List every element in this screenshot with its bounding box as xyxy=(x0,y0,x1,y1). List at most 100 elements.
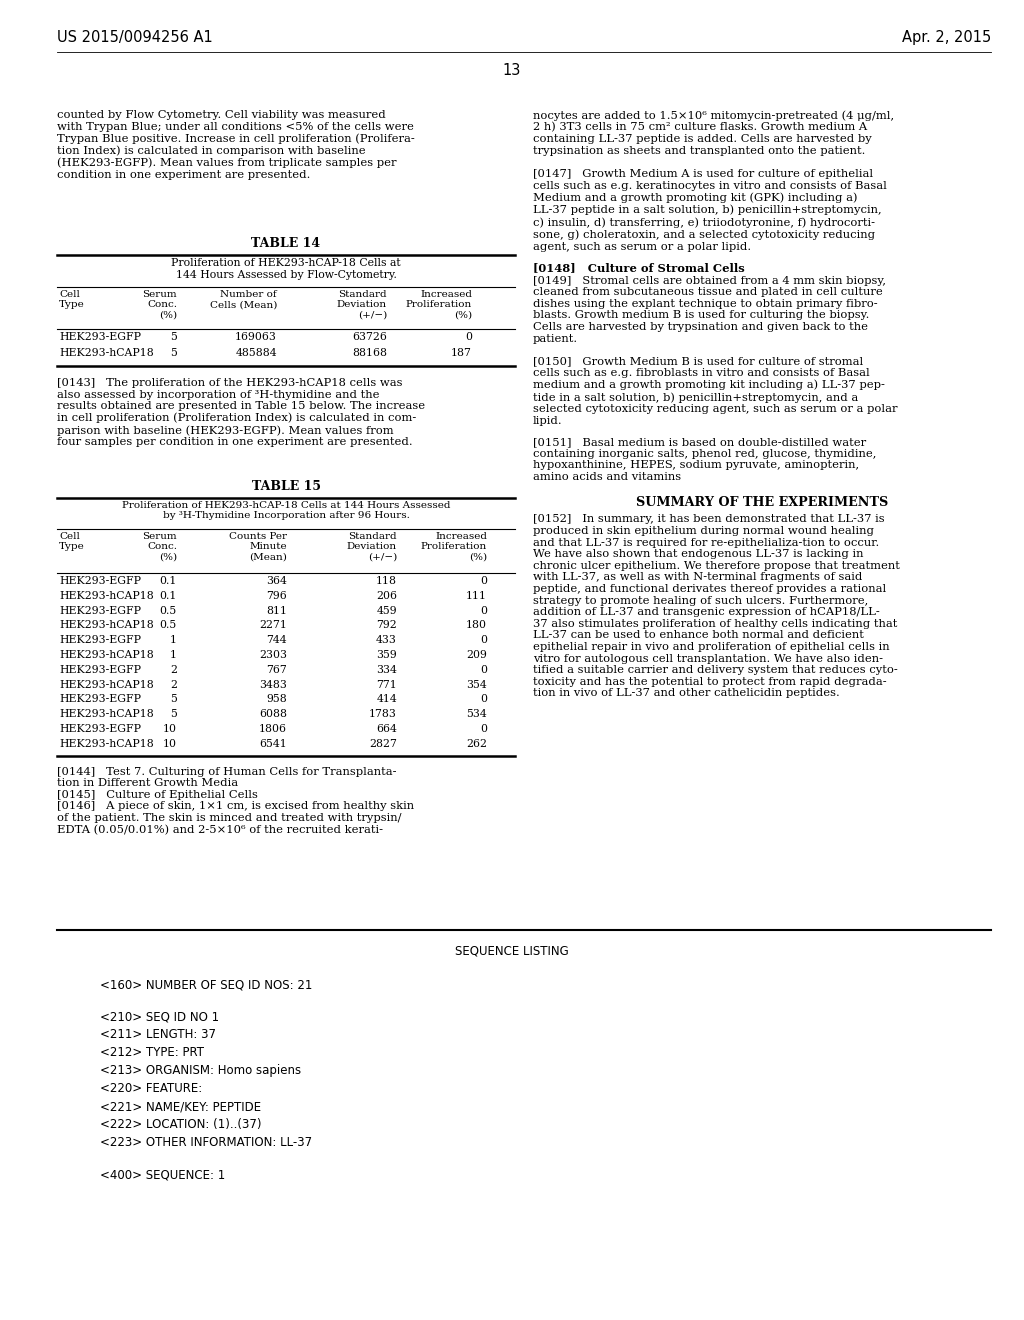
Text: HEK293-EGFP: HEK293-EGFP xyxy=(59,606,141,615)
Text: 792: 792 xyxy=(376,620,397,631)
Text: <211> LENGTH: 37: <211> LENGTH: 37 xyxy=(100,1028,216,1041)
Text: Cell
Type: Cell Type xyxy=(59,290,85,309)
Text: Serum
Conc.
(%): Serum Conc. (%) xyxy=(142,290,177,319)
Text: 0: 0 xyxy=(480,694,487,705)
Text: <223> OTHER INFORMATION: LL-37: <223> OTHER INFORMATION: LL-37 xyxy=(100,1137,312,1148)
Text: 0: 0 xyxy=(480,635,487,645)
Text: counted by Flow Cytometry. Cell viability was measured
with Trypan Blue; under a: counted by Flow Cytometry. Cell viabilit… xyxy=(57,110,415,180)
Text: 796: 796 xyxy=(266,591,287,601)
Text: 1: 1 xyxy=(170,649,177,660)
Text: 744: 744 xyxy=(266,635,287,645)
Text: 6088: 6088 xyxy=(259,709,287,719)
Text: 13: 13 xyxy=(503,63,521,78)
Text: Apr. 2, 2015: Apr. 2, 2015 xyxy=(902,30,991,45)
Text: HEK293-hCAP18: HEK293-hCAP18 xyxy=(59,680,154,689)
Text: 209: 209 xyxy=(466,649,487,660)
Text: HEK293-hCAP18: HEK293-hCAP18 xyxy=(59,709,154,719)
Text: [0147]   Growth Medium A is used for culture of epithelial
cells such as e.g. ke: [0147] Growth Medium A is used for cultu… xyxy=(534,169,887,252)
Text: TABLE 15: TABLE 15 xyxy=(252,480,321,492)
Text: 359: 359 xyxy=(376,649,397,660)
Text: 414: 414 xyxy=(376,694,397,705)
Text: 767: 767 xyxy=(266,665,287,675)
Text: 2271: 2271 xyxy=(259,620,287,631)
Text: HEK293-hCAP18: HEK293-hCAP18 xyxy=(59,348,154,358)
Text: Cell
Type: Cell Type xyxy=(59,532,85,552)
Text: 811: 811 xyxy=(266,606,287,615)
Text: 0: 0 xyxy=(480,723,487,734)
Text: 2827: 2827 xyxy=(369,739,397,748)
Text: 958: 958 xyxy=(266,694,287,705)
Text: 1806: 1806 xyxy=(259,723,287,734)
Text: 0: 0 xyxy=(480,665,487,675)
Text: 206: 206 xyxy=(376,591,397,601)
Text: [0143]   The proliferation of the HEK293-hCAP18 cells was
also assessed by incor: [0143] The proliferation of the HEK293-h… xyxy=(57,378,425,447)
Text: 433: 433 xyxy=(376,635,397,645)
Text: 0.1: 0.1 xyxy=(160,591,177,601)
Text: 1783: 1783 xyxy=(369,709,397,719)
Text: HEK293-hCAP18: HEK293-hCAP18 xyxy=(59,620,154,631)
Text: 0: 0 xyxy=(480,576,487,586)
Text: [0152]   In summary, it has been demonstrated that LL-37 is
produced in skin epi: [0152] In summary, it has been demonstra… xyxy=(534,515,900,698)
Text: 10: 10 xyxy=(163,739,177,748)
Text: <210> SEQ ID NO 1: <210> SEQ ID NO 1 xyxy=(100,1010,219,1023)
Text: [0151]   Basal medium is based on double-distilled water
containing inorganic sa: [0151] Basal medium is based on double-d… xyxy=(534,437,877,482)
Text: <221> NAME/KEY: PEPTIDE: <221> NAME/KEY: PEPTIDE xyxy=(100,1100,261,1113)
Text: 5: 5 xyxy=(170,333,177,342)
Text: 354: 354 xyxy=(466,680,487,689)
Text: 118: 118 xyxy=(376,576,397,586)
Text: SUMMARY OF THE EXPERIMENTS: SUMMARY OF THE EXPERIMENTS xyxy=(636,496,888,510)
Text: 180: 180 xyxy=(466,620,487,631)
Text: HEK293-hCAP18: HEK293-hCAP18 xyxy=(59,739,154,748)
Text: 0: 0 xyxy=(480,606,487,615)
Text: 0: 0 xyxy=(465,333,472,342)
Text: 0.5: 0.5 xyxy=(160,620,177,631)
Text: 771: 771 xyxy=(376,680,397,689)
Text: Standard
Deviation
(+/−): Standard Deviation (+/−) xyxy=(347,532,397,562)
Text: 111: 111 xyxy=(466,591,487,601)
Text: HEK293-EGFP: HEK293-EGFP xyxy=(59,333,141,342)
Text: 664: 664 xyxy=(376,723,397,734)
Text: <222> LOCATION: (1)..(37): <222> LOCATION: (1)..(37) xyxy=(100,1118,261,1131)
Text: 2303: 2303 xyxy=(259,649,287,660)
Text: Proliferation of HEK293-hCAP-18 Cells at
144 Hours Assessed by Flow-Cytometry.: Proliferation of HEK293-hCAP-18 Cells at… xyxy=(171,257,400,280)
Text: Number of
Cells (Mean): Number of Cells (Mean) xyxy=(210,290,278,309)
Text: HEK293-EGFP: HEK293-EGFP xyxy=(59,576,141,586)
Text: Standard
Deviation
(+/−): Standard Deviation (+/−) xyxy=(337,290,387,319)
Text: 88168: 88168 xyxy=(352,348,387,358)
Text: nocytes are added to 1.5×10⁶ mitomycin-pretreated (4 μg/ml,
2 h) 3T3 cells in 75: nocytes are added to 1.5×10⁶ mitomycin-p… xyxy=(534,110,894,156)
Text: 2: 2 xyxy=(170,680,177,689)
Text: <400> SEQUENCE: 1: <400> SEQUENCE: 1 xyxy=(100,1168,225,1181)
Text: US 2015/0094256 A1: US 2015/0094256 A1 xyxy=(57,30,213,45)
Text: 3483: 3483 xyxy=(259,680,287,689)
Text: <213> ORGANISM: Homo sapiens: <213> ORGANISM: Homo sapiens xyxy=(100,1064,301,1077)
Text: HEK293-hCAP18: HEK293-hCAP18 xyxy=(59,649,154,660)
Text: HEK293-hCAP18: HEK293-hCAP18 xyxy=(59,591,154,601)
Text: 5: 5 xyxy=(170,694,177,705)
Text: [0150]   Growth Medium B is used for culture of stromal
cells such as e.g. fibro: [0150] Growth Medium B is used for cultu… xyxy=(534,356,897,426)
Text: 334: 334 xyxy=(376,665,397,675)
Text: 459: 459 xyxy=(377,606,397,615)
Text: 1: 1 xyxy=(170,635,177,645)
Text: <212> TYPE: PRT: <212> TYPE: PRT xyxy=(100,1045,204,1059)
Text: 5: 5 xyxy=(170,348,177,358)
Text: 187: 187 xyxy=(452,348,472,358)
Text: Increased
Proliferation
(%): Increased Proliferation (%) xyxy=(406,290,472,319)
Text: TABLE 14: TABLE 14 xyxy=(252,238,321,249)
Text: 2: 2 xyxy=(170,665,177,675)
Text: 0.1: 0.1 xyxy=(160,576,177,586)
Text: 262: 262 xyxy=(466,739,487,748)
Text: Serum
Conc.
(%): Serum Conc. (%) xyxy=(142,532,177,562)
Text: HEK293-EGFP: HEK293-EGFP xyxy=(59,694,141,705)
Text: [0148]   Culture of Stromal Cells: [0148] Culture of Stromal Cells xyxy=(534,261,744,273)
Text: <160> NUMBER OF SEQ ID NOS: 21: <160> NUMBER OF SEQ ID NOS: 21 xyxy=(100,978,312,991)
Text: 485884: 485884 xyxy=(236,348,278,358)
Text: 364: 364 xyxy=(266,576,287,586)
Text: Proliferation of HEK293-hCAP-18 Cells at 144 Hours Assessed
by ³H-Thymidine Inco: Proliferation of HEK293-hCAP-18 Cells at… xyxy=(122,502,451,520)
Text: 534: 534 xyxy=(466,709,487,719)
Text: Increased
Proliferation
(%): Increased Proliferation (%) xyxy=(421,532,487,562)
Text: [0149]   Stromal cells are obtained from a 4 mm skin biopsy,
cleaned from subcut: [0149] Stromal cells are obtained from a… xyxy=(534,276,886,343)
Text: HEK293-EGFP: HEK293-EGFP xyxy=(59,723,141,734)
Text: <220> FEATURE:: <220> FEATURE: xyxy=(100,1082,203,1096)
Text: SEQUENCE LISTING: SEQUENCE LISTING xyxy=(455,944,569,957)
Text: HEK293-EGFP: HEK293-EGFP xyxy=(59,635,141,645)
